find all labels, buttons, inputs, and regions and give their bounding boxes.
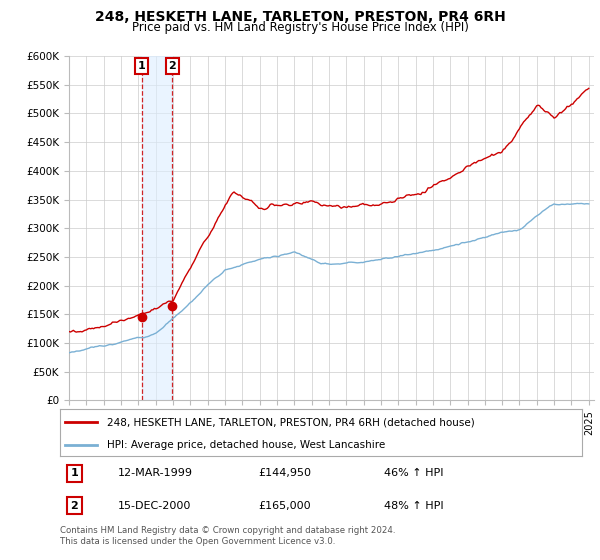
Text: £165,000: £165,000 (259, 501, 311, 511)
Text: 15-DEC-2000: 15-DEC-2000 (118, 501, 191, 511)
Text: 1: 1 (138, 61, 146, 71)
Text: 248, HESKETH LANE, TARLETON, PRESTON, PR4 6RH: 248, HESKETH LANE, TARLETON, PRESTON, PR… (95, 10, 505, 24)
Text: £144,950: £144,950 (259, 468, 311, 478)
Text: Contains HM Land Registry data © Crown copyright and database right 2024.
This d: Contains HM Land Registry data © Crown c… (60, 526, 395, 546)
Text: Price paid vs. HM Land Registry's House Price Index (HPI): Price paid vs. HM Land Registry's House … (131, 21, 469, 34)
Text: HPI: Average price, detached house, West Lancashire: HPI: Average price, detached house, West… (107, 440, 385, 450)
Text: 46% ↑ HPI: 46% ↑ HPI (383, 468, 443, 478)
Text: 1: 1 (70, 468, 78, 478)
Text: 248, HESKETH LANE, TARLETON, PRESTON, PR4 6RH (detached house): 248, HESKETH LANE, TARLETON, PRESTON, PR… (107, 417, 475, 427)
Text: 2: 2 (169, 61, 176, 71)
Text: 12-MAR-1999: 12-MAR-1999 (118, 468, 193, 478)
Text: 2: 2 (70, 501, 78, 511)
Bar (142, 56, 172, 400)
Text: 48% ↑ HPI: 48% ↑ HPI (383, 501, 443, 511)
